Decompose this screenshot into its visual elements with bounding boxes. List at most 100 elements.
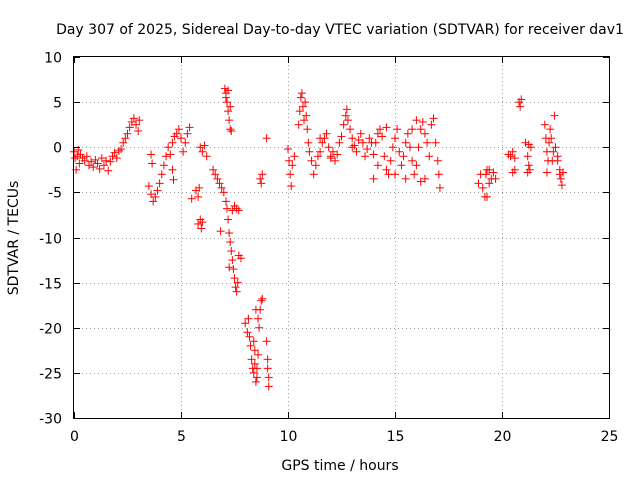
data-point xyxy=(195,183,204,192)
data-point xyxy=(302,111,311,120)
data-point xyxy=(412,116,421,125)
data-point xyxy=(342,105,351,114)
y-tick-label: 0 xyxy=(53,141,62,157)
x-tick-label: 25 xyxy=(601,429,619,445)
data-point xyxy=(516,102,525,111)
data-point xyxy=(506,152,515,161)
x-tick-label: 10 xyxy=(280,429,298,445)
data-point xyxy=(508,147,517,156)
data-point xyxy=(549,147,558,156)
data-point xyxy=(162,152,171,161)
data-point xyxy=(304,138,313,147)
data-point xyxy=(254,350,263,359)
data-point xyxy=(71,154,80,163)
x-tick-labels: 0 5 10 15 20 25 xyxy=(70,429,618,445)
data-point xyxy=(335,138,344,147)
data-point xyxy=(254,314,263,323)
y-tick-labels: 10 5 0 -5 -10 -15 -20 -25 -30 xyxy=(39,51,62,428)
data-point xyxy=(249,368,258,377)
data-point xyxy=(331,156,340,165)
data-point xyxy=(423,138,432,147)
data-point xyxy=(397,161,406,170)
data-point xyxy=(117,145,126,154)
data-point xyxy=(174,125,183,134)
data-point xyxy=(263,355,272,364)
data-point xyxy=(358,138,367,147)
data-point xyxy=(91,155,100,164)
data-point xyxy=(249,337,258,346)
data-point xyxy=(435,183,444,192)
chart-title: Day 307 of 2025, Sidereal Day-to-day VTE… xyxy=(56,22,624,38)
data-point xyxy=(132,120,141,129)
data-point xyxy=(264,373,273,382)
data-point xyxy=(491,174,500,183)
data-point xyxy=(196,143,205,152)
data-point xyxy=(547,134,556,143)
data-point xyxy=(474,179,483,188)
data-point xyxy=(388,143,397,152)
data-point xyxy=(226,102,235,111)
data-point xyxy=(197,224,206,233)
data-point xyxy=(318,138,327,147)
data-point xyxy=(148,159,157,168)
data-point xyxy=(217,183,226,192)
data-point xyxy=(399,152,408,161)
data-point xyxy=(234,206,243,215)
data-point xyxy=(337,132,346,141)
data-point xyxy=(227,127,236,136)
data-point xyxy=(179,147,188,156)
data-point xyxy=(264,382,273,391)
data-point xyxy=(236,254,245,263)
data-point xyxy=(380,152,389,161)
data-point xyxy=(226,238,235,247)
grid-lines xyxy=(74,57,609,418)
data-point xyxy=(135,116,144,125)
data-point xyxy=(263,364,272,373)
data-point xyxy=(420,174,429,183)
data-point xyxy=(233,278,242,287)
data-point xyxy=(395,147,404,156)
x-tick-label: 0 xyxy=(70,429,79,445)
data-point xyxy=(125,123,134,132)
data-point xyxy=(373,129,382,138)
data-point xyxy=(112,154,121,163)
data-point xyxy=(523,152,532,161)
data-point xyxy=(99,161,108,170)
data-point xyxy=(166,150,175,159)
x-tick-label: 5 xyxy=(177,429,186,445)
y-tick-label: 10 xyxy=(44,51,62,67)
data-point xyxy=(169,175,178,184)
data-point xyxy=(226,125,235,134)
data-point xyxy=(221,93,230,102)
data-point xyxy=(202,152,211,161)
data-point xyxy=(550,111,559,120)
data-point xyxy=(524,140,533,149)
data-point xyxy=(288,161,297,170)
y-tick-label: -5 xyxy=(48,186,62,202)
data-point xyxy=(257,179,266,188)
data-point xyxy=(485,165,494,174)
data-point xyxy=(326,154,335,163)
data-point xyxy=(151,192,160,201)
data-point xyxy=(211,170,220,179)
data-point xyxy=(376,125,385,134)
data-point xyxy=(80,156,89,165)
data-point xyxy=(251,305,260,314)
data-point xyxy=(545,138,554,147)
data-point xyxy=(220,84,229,93)
data-point xyxy=(425,152,434,161)
data-point xyxy=(309,170,318,179)
data-point xyxy=(313,152,322,161)
data-point xyxy=(114,146,123,155)
data-point xyxy=(153,186,162,195)
data-point xyxy=(223,204,232,213)
data-point xyxy=(108,152,117,161)
data-point xyxy=(286,170,295,179)
data-point xyxy=(147,150,156,159)
data-point xyxy=(82,152,91,161)
data-point xyxy=(252,364,261,373)
data-point xyxy=(300,116,309,125)
data-point xyxy=(363,145,372,154)
data-point xyxy=(285,156,294,165)
data-point xyxy=(369,150,378,159)
